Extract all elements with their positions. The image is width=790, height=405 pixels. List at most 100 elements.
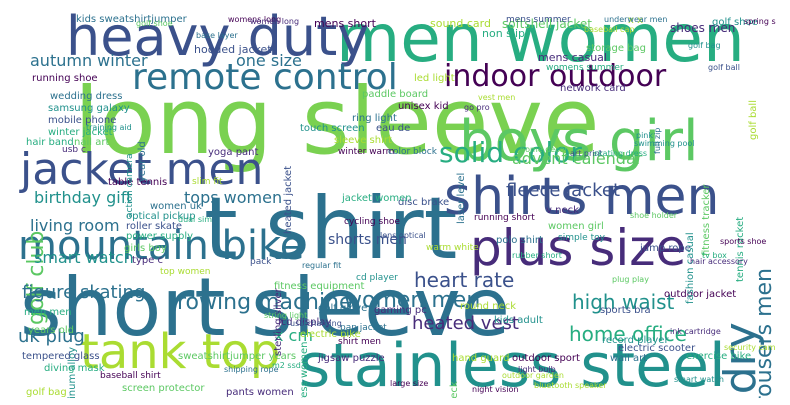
word-skating-dress: skating dress (594, 149, 648, 158)
word-remote-control: remote control (132, 57, 398, 98)
word-cloud: long sleeve short sleeve men women t shirt s… (14, 6, 776, 398)
word-shipping-rope: shipping rope (224, 365, 279, 374)
word-autumn-winter: autumn winter (30, 51, 148, 70)
word-roller-skate: roller skate (126, 221, 183, 232)
word-optical-pickup: optical pickup (126, 211, 196, 222)
word-t-shirt: t shirt (204, 179, 458, 279)
word-dual-sim: dual sim (178, 215, 212, 224)
word-softshell-jacket: softshell jacket (502, 17, 592, 31)
word-electric-bike: electric bike (300, 329, 361, 340)
word-shirts-men: shirts men (444, 167, 720, 227)
word-high-waist: high waist (572, 290, 675, 314)
word-usb-charging: usb charging (290, 319, 342, 328)
word-stainless-steel: stainless steel (299, 331, 726, 398)
word-plus-size: plus size (470, 219, 687, 277)
word-screen-protector: screen protector (122, 383, 205, 394)
word-golf-ball: golf ball (748, 100, 759, 140)
word-simple-toy: simple toy (558, 233, 605, 243)
word-full-zip: full zip (653, 128, 662, 155)
word-regular-fit: regular fit (302, 261, 342, 270)
word-crew-neck: crew neck (449, 381, 460, 398)
word-womens-summer: womens summer (546, 63, 624, 73)
word-living-room: living room (30, 216, 120, 235)
word-baseball-cap: baseball cap (584, 25, 635, 34)
word-shorts-men: shorts men (328, 232, 407, 248)
word-rowing-machine: rowing machine (177, 290, 353, 315)
word-ink-cartridge: ink cartridge (670, 327, 721, 336)
word-shoes-men: shoes men (670, 21, 736, 35)
word-short-sleeve: short sleeve (20, 261, 510, 354)
word-storage-bag: storage bag (586, 43, 646, 54)
word-sound-card: sound card (430, 17, 491, 30)
word-mountain-bike: mountain bike (18, 223, 305, 269)
word-electric-scooter: electric scooter (618, 343, 696, 354)
word-kids-adult: kids adult (494, 315, 543, 326)
word-pack: pack (250, 257, 272, 267)
word-solid-color: solid color (439, 136, 582, 169)
word-cd-player: cd player (356, 273, 398, 283)
word-mens-casual: mens casual (538, 51, 607, 64)
word-long-sleeve: long sleeve (74, 68, 600, 175)
word-smartwatch: smart watch (674, 375, 724, 384)
word-wall-art: wall art (610, 353, 648, 364)
word-eau-de: eau de (376, 123, 411, 134)
word-sports-bra: sports bra (600, 305, 651, 316)
word-v-neck: v neck (546, 205, 579, 216)
word-tank-top: tank top (80, 324, 281, 380)
word-diving-mask: diving mask (44, 363, 105, 374)
word-warm-white: warm white (426, 243, 479, 253)
word-hair-band: hair band (26, 137, 74, 148)
word-mens-summer: mens summer (506, 15, 571, 25)
word-round-neck: round neck (460, 301, 516, 312)
word-spring-summer: spring summer (744, 17, 776, 26)
word-fleece-jacket: fleece jacket (506, 180, 621, 201)
word-jacket-women: jacket women (342, 193, 412, 204)
word-hand-guard: hand guard (452, 353, 510, 364)
word-plug-play: plug play (612, 275, 649, 284)
word-laser-level: laser level (456, 172, 467, 224)
word-advent-calendar: advent calendar (512, 149, 643, 168)
word-x-cm: x cm (274, 326, 313, 345)
word-outdoor-sport: outdoor sport (512, 353, 580, 364)
word-light-bulb: light bulb (518, 365, 556, 374)
word-home-decor: home decor (520, 145, 568, 154)
word-base-layer: base layer (196, 31, 238, 40)
word-womens-long: womens long (228, 15, 282, 24)
word-women-uk: women uk (150, 201, 202, 212)
word-smart-watch: smart watch (34, 248, 134, 267)
word-vest-men: vest men (478, 93, 516, 102)
word-disc-brake: disc brake (398, 197, 450, 208)
word-golf-shoes-top: golf shoe (136, 19, 173, 28)
word-fitness-tracker: fitness tracker (701, 184, 712, 256)
word-women-long-top: women long (250, 17, 300, 26)
word-outdoor-jacket: outdoor jacket (664, 289, 737, 300)
word-yoga-pant: yoga pant (208, 147, 259, 158)
word-led-light: led light (414, 73, 455, 84)
word-boys-girl: boys girl (459, 109, 699, 174)
word-shirt-men: shirt men (338, 337, 381, 347)
word-years-old: years old (28, 325, 74, 336)
word-polo-shirt: polo shirt (496, 235, 543, 246)
word-slim-fit: slim fit (192, 177, 223, 187)
word-men-men: men men (24, 307, 72, 318)
word-sleeve-shirt: sleeve shirt (334, 135, 392, 146)
word-trousers-men: trousers men (752, 268, 776, 398)
word-usb-c: usb c (62, 145, 86, 155)
word-golf-shoe: golf shoe (712, 17, 758, 28)
word-winter-warm: winter warm (338, 147, 395, 157)
word-jacket-men: jacket men (20, 144, 264, 195)
word-running-shoe: running shoe (32, 73, 98, 84)
word-power-supply: power supply (126, 231, 194, 242)
word-heart-rate: heart rate (414, 268, 515, 292)
word-birthday-gift: birthday gift (34, 188, 133, 207)
word-women-girl: women girl (548, 221, 604, 232)
word-ring-light: ring light (352, 113, 397, 124)
word-heavy-duty: heavy duty (66, 6, 370, 68)
word-shoe-holder: shoe holder (630, 211, 678, 220)
word-home-office: home office (569, 322, 687, 346)
word-winter-jacket: winter jacket (48, 127, 113, 138)
word-pants-women: pants women (226, 387, 294, 398)
word-tops-women: tops women (184, 188, 283, 207)
word-year-old: year old (137, 141, 148, 182)
